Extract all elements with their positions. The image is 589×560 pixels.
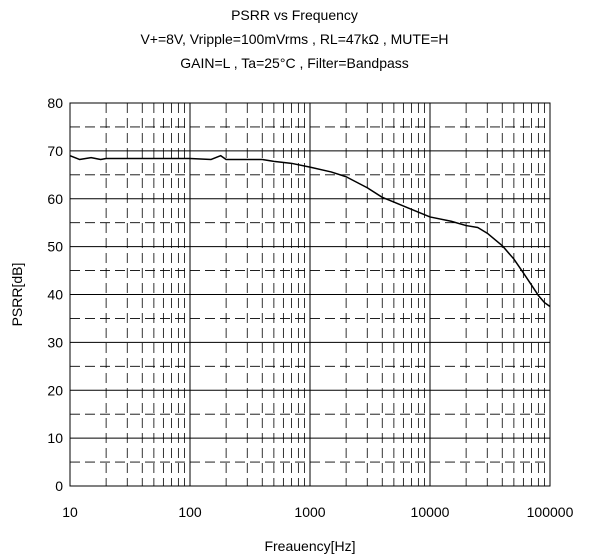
y-tick-label: 20 <box>47 382 63 398</box>
series-line-0 <box>69 154 551 308</box>
x-tick-labels: 10 100 1000 10000 100000 <box>62 504 573 520</box>
y-tick-labels: 0 10 20 30 40 50 60 70 80 <box>47 95 63 494</box>
plot-frame <box>69 102 551 487</box>
y-tick-label: 30 <box>47 334 63 350</box>
chart-title: PSRR vs Frequency <box>231 7 358 23</box>
x-axis-label: Freauency[Hz] <box>264 538 355 554</box>
y-tick-label: 70 <box>47 143 63 159</box>
y-tick-label: 60 <box>47 191 63 207</box>
y-tick-label: 10 <box>47 430 63 446</box>
y-axis-label: PSRR[dB] <box>9 263 25 327</box>
y-tick-label: 0 <box>55 478 63 494</box>
chart-subtitle-line-2: GAIN=L , Ta=25°C , Filter=Bandpass <box>180 55 409 71</box>
x-tick-label: 100000 <box>527 504 574 520</box>
chart-subtitle-line-1: V+=8V, Vripple=100mVrms , RL=47kΩ , MUTE… <box>140 31 449 47</box>
x-tick-label: 100 <box>178 504 202 520</box>
y-tick-label: 80 <box>47 95 63 111</box>
y-tick-label: 40 <box>47 287 63 303</box>
x-tick-label: 10000 <box>411 504 450 520</box>
series-layer <box>69 154 551 308</box>
grid-lines <box>70 103 550 486</box>
x-tick-label: 1000 <box>294 504 325 520</box>
y-tick-label: 50 <box>47 239 63 255</box>
x-tick-label: 10 <box>62 504 78 520</box>
